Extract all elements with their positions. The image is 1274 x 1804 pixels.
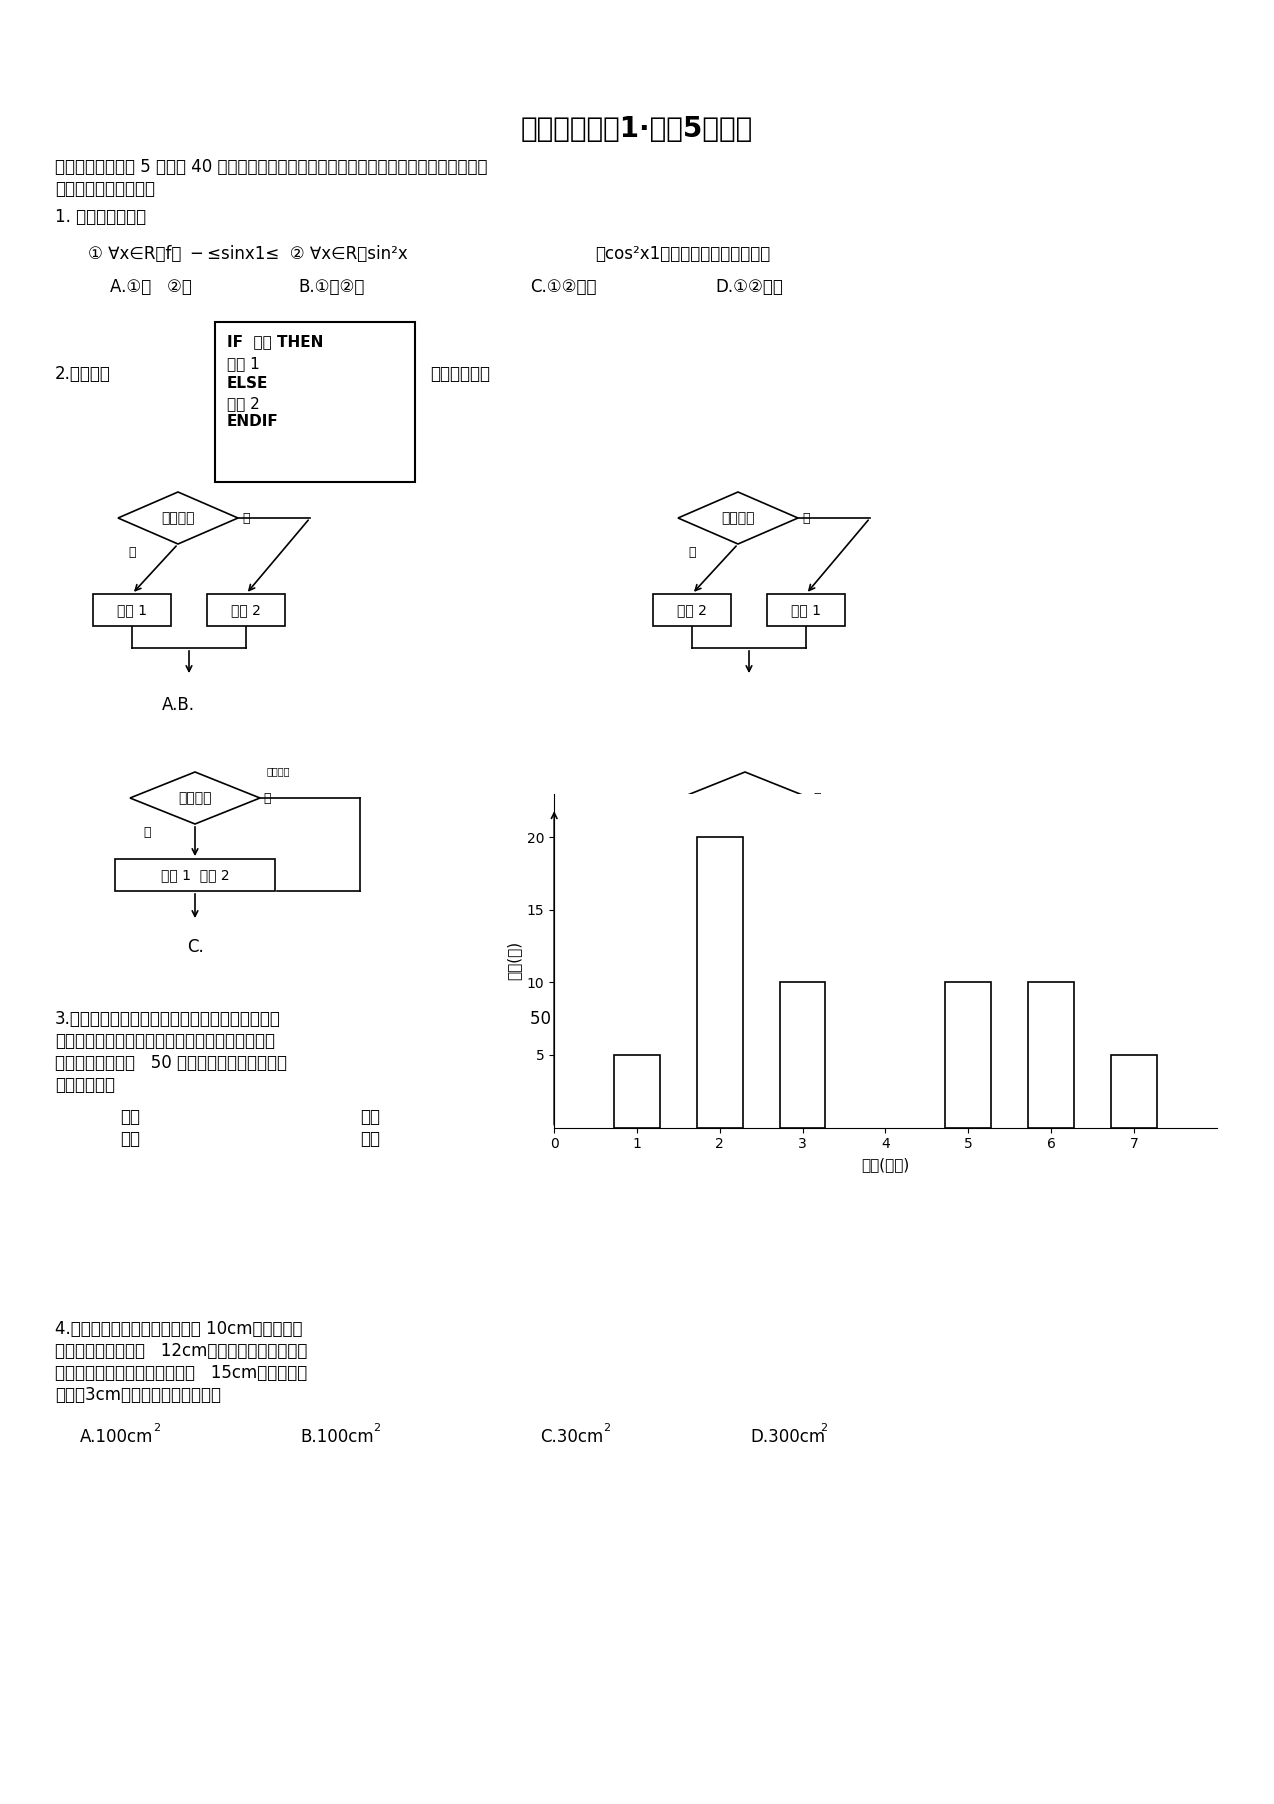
- Bar: [697, 837, 743, 1128]
- Text: 的一般格式是: 的一般格式是: [431, 364, 490, 382]
- Text: 是: 是: [688, 547, 696, 559]
- Text: 小时: 小时: [361, 1108, 380, 1126]
- Text: D.: D.: [736, 938, 754, 956]
- Text: D.300cm: D.300cm: [750, 1429, 826, 1447]
- Text: 语句 2语句 1: 语句 2语句 1: [699, 868, 753, 882]
- Text: 3.某校为了认识学生的课外阅读情况，随即检查了: 3.某校为了认识学生的课外阅读情况，随即检查了: [55, 1010, 280, 1028]
- Text: 2: 2: [603, 1423, 610, 1432]
- Text: C.①②都假: C.①②都假: [530, 278, 596, 296]
- Text: 阅读所用时间的数据，结果用右侧的条形图表示。: 阅读所用时间的数据，结果用右侧的条形图表示。: [55, 1032, 275, 1050]
- Bar: [93, 594, 171, 626]
- Text: 否: 否: [242, 512, 250, 525]
- Text: 是: 是: [143, 826, 150, 839]
- Text: A.B.: A.B.: [162, 696, 195, 714]
- Text: 50 名学生，获取他们在某一天各自课外: 50 名学生，获取他们在某一天各自课外: [530, 1010, 716, 1028]
- Text: 项填涂在答题卡上。）: 项填涂在答题卡上。）: [55, 180, 155, 198]
- Text: 否: 否: [262, 792, 270, 805]
- Text: B.100cm: B.100cm: [299, 1429, 373, 1447]
- Text: 外阅读时间为: 外阅读时间为: [55, 1075, 115, 1093]
- Text: A.①假   ②真: A.①假 ②真: [110, 278, 192, 296]
- Text: 知足条件: 知足条件: [162, 511, 195, 525]
- Text: 知足条件: 知足条件: [178, 790, 211, 805]
- Text: 语句 1: 语句 1: [117, 603, 147, 617]
- Bar: [1028, 983, 1074, 1128]
- Text: 一、选择题（每题 5 分，共 40 分，在每题的四个选项中有且只有一个是正确的，请把正确选: 一、选择题（每题 5 分，共 40 分，在每题的四个选项中有且只有一个是正确的，…: [55, 159, 488, 177]
- Text: 小时: 小时: [361, 1129, 380, 1147]
- Bar: [206, 594, 285, 626]
- Text: 否: 否: [813, 792, 820, 805]
- Text: 是: 是: [127, 547, 135, 559]
- Y-axis label: 人数(人): 人数(人): [506, 942, 521, 980]
- Text: 语句 2: 语句 2: [676, 603, 707, 617]
- Text: 4.有一圆柱形容器，底面半径为 10cm，里面装有: 4.有一圆柱形容器，底面半径为 10cm，里面装有: [55, 1321, 302, 1339]
- Text: 知足条件: 知足条件: [721, 511, 754, 525]
- Polygon shape: [118, 492, 238, 545]
- Bar: [814, 859, 889, 891]
- Text: 小时: 小时: [120, 1108, 140, 1126]
- Text: 2: 2: [153, 1423, 161, 1432]
- Text: 否: 否: [803, 512, 809, 525]
- Text: ELSE: ELSE: [227, 375, 269, 391]
- Text: ① ∀x∈R，f＝  ─ ≤sinx1≤  ② ∀x∈R，sin²x: ① ∀x∈R，f＝ ─ ≤sinx1≤ ② ∀x∈R，sin²x: [88, 245, 408, 263]
- Text: 进水里全被吞没，结果水面高为   15cm，若五棱锥: 进水里全被吞没，结果水面高为 15cm，若五棱锥: [55, 1364, 307, 1382]
- Text: C.30cm: C.30cm: [540, 1429, 604, 1447]
- Text: 高二数学必修1·必修5考试题: 高二数学必修1·必修5考试题: [521, 115, 753, 143]
- Text: IF  条件 THEN: IF 条件 THEN: [227, 334, 324, 348]
- Text: 知足条件: 知足条件: [268, 767, 290, 776]
- Text: 是: 是: [725, 826, 733, 839]
- Text: A.100cm: A.100cm: [80, 1429, 153, 1447]
- Polygon shape: [130, 772, 260, 824]
- Text: 的高为3cm，则五棱锥的底面积是: 的高为3cm，则五棱锥的底面积是: [55, 1385, 220, 1404]
- Text: 语句 1: 语句 1: [227, 355, 260, 372]
- Text: 2.条件语句: 2.条件语句: [55, 364, 111, 382]
- Text: 语句 2: 语句 2: [231, 603, 261, 617]
- Text: 2: 2: [820, 1423, 827, 1432]
- Text: D.①②都真: D.①②都真: [715, 278, 784, 296]
- Text: C.: C.: [186, 938, 204, 956]
- Text: ENDIF: ENDIF: [227, 413, 279, 429]
- Text: 语句 1  语句 2: 语句 1 语句 2: [161, 868, 229, 882]
- Text: ＋cos²x1＞以下判断正确的选项是: ＋cos²x1＞以下判断正确的选项是: [595, 245, 771, 263]
- Text: 2: 2: [373, 1423, 380, 1432]
- Text: 足够的水，水面高为   12cm，有一块金属五棱锥掉: 足够的水，水面高为 12cm，有一块金属五棱锥掉: [55, 1342, 307, 1360]
- Polygon shape: [680, 772, 810, 824]
- Text: 语句 1: 语句 1: [791, 603, 820, 617]
- X-axis label: 时间(小时): 时间(小时): [861, 1156, 910, 1173]
- Polygon shape: [678, 492, 798, 545]
- Text: 1. 对于以下命题：: 1. 对于以下命题：: [55, 207, 147, 226]
- Bar: [767, 594, 845, 626]
- Bar: [676, 859, 776, 891]
- Bar: [614, 1055, 660, 1128]
- Bar: [1111, 1055, 1157, 1128]
- Bar: [215, 321, 415, 482]
- Bar: [945, 983, 991, 1128]
- Bar: [654, 594, 731, 626]
- Text: 依照条形图可得这   50 名学生这日平均每人的课: 依照条形图可得这 50 名学生这日平均每人的课: [55, 1054, 287, 1072]
- Text: B.①真②假: B.①真②假: [298, 278, 364, 296]
- Bar: [780, 983, 826, 1128]
- Text: 小时: 小时: [120, 1129, 140, 1147]
- Bar: [115, 859, 275, 891]
- Text: 语句 2: 语句 2: [227, 397, 260, 411]
